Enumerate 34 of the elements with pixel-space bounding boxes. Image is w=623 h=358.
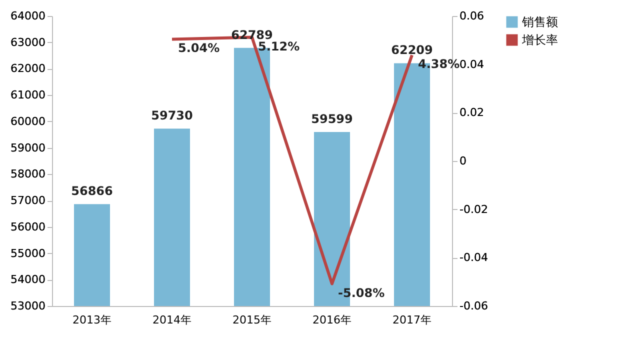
data-label: 5.04%: [178, 41, 220, 56]
data-label: 62209: [391, 43, 433, 58]
y-tick-label: 60000: [10, 114, 46, 128]
data-label: 59730: [151, 108, 193, 123]
x-tick-label: 2014年: [152, 314, 192, 326]
y-tick-label: 59000: [10, 141, 46, 154]
x-tick-label: 2013年: [72, 314, 112, 326]
y-tick-label: 62000: [10, 62, 46, 76]
data-label: 62789: [231, 28, 273, 42]
y2-tick-label: -0.02: [460, 202, 488, 216]
y-tick-label: 64000: [10, 10, 46, 22]
y-tick-label: 57000: [10, 194, 46, 208]
legend-label: 增长率: [521, 33, 558, 47]
y-tick-label: 54000: [10, 273, 46, 286]
legend-label: 销售额: [521, 15, 558, 29]
y-tick-label: 53000: [10, 300, 46, 312]
y-tick-label: 55000: [10, 246, 46, 260]
y-tick-label: 61000: [10, 88, 46, 102]
x-tick-label: 2016年: [312, 314, 352, 326]
y-tick-label: 58000: [10, 168, 46, 181]
data-label: 4.38%: [418, 57, 460, 72]
y2-tick-label: -0.06: [460, 300, 488, 312]
y2-tick-label: 0.02: [460, 106, 484, 120]
data-label: 5.12%: [258, 39, 300, 54]
data-label: 59599: [311, 112, 353, 126]
y-tick-label: 56000: [10, 220, 46, 234]
x-tick-label: 2017年: [392, 314, 432, 326]
x-tick-label: 2015年: [232, 314, 272, 326]
y2-tick-label: 0: [460, 154, 466, 168]
y2-tick-label: 0.04: [460, 58, 484, 71]
y2-tick-label: -0.04: [460, 251, 488, 264]
y-tick-label: 63000: [10, 36, 46, 49]
data-label: 56866: [71, 184, 113, 198]
y2-tick-label: 0.06: [460, 10, 484, 22]
